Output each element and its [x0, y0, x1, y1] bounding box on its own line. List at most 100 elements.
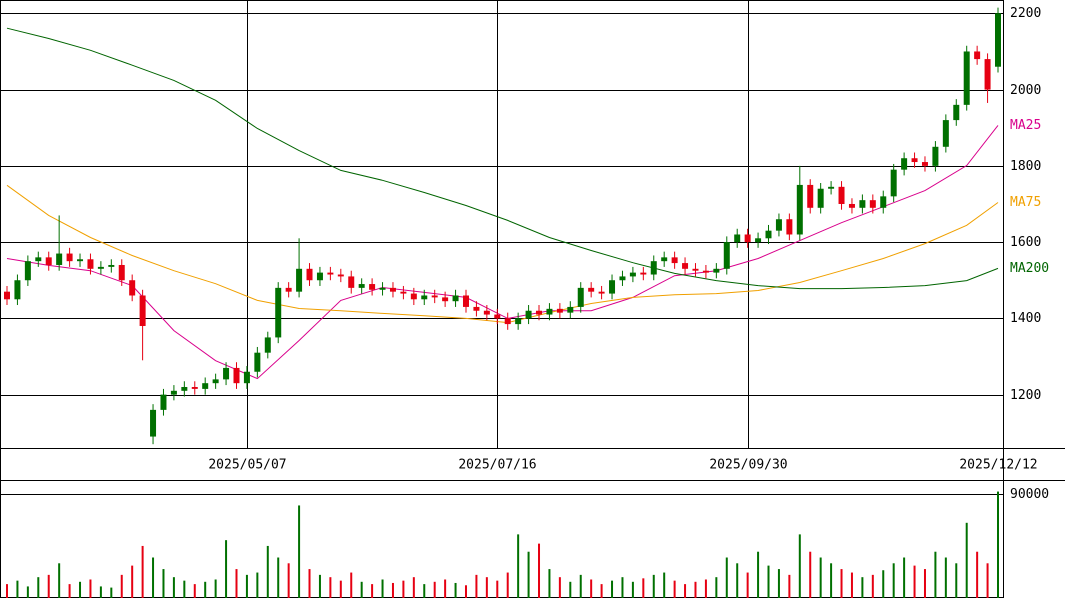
- volume-bar: [193, 584, 196, 598]
- candle-body: [848, 203, 855, 208]
- volume-bar: [997, 491, 999, 598]
- volume-bar: [183, 580, 186, 598]
- volume-bar: [882, 570, 885, 598]
- y-tick-label: 2000: [1010, 83, 1041, 98]
- ma-line: [6, 125, 999, 380]
- volume-bar: [903, 557, 906, 598]
- candle-body: [97, 266, 104, 269]
- candle-body: [66, 253, 73, 262]
- volume-bar: [235, 569, 238, 598]
- candle-body: [191, 386, 198, 389]
- candle-body: [316, 272, 323, 281]
- candle-body: [744, 234, 751, 243]
- volume-bar: [934, 551, 937, 598]
- volume-bar: [850, 572, 853, 598]
- candle-body: [348, 276, 355, 288]
- volume-bar: [110, 587, 113, 598]
- volume-bar: [840, 569, 843, 598]
- volume-bar: [464, 585, 467, 598]
- volume-bar: [976, 551, 979, 598]
- candle-body: [609, 280, 616, 294]
- volume-bar: [767, 565, 770, 598]
- candle-body: [932, 146, 939, 166]
- volume-bar: [266, 545, 269, 598]
- candle-body: [442, 297, 449, 302]
- volume-bar: [631, 581, 634, 598]
- candle-body: [525, 310, 532, 319]
- volume-bar: [485, 577, 488, 598]
- candle-body: [504, 318, 511, 325]
- candle-body: [264, 337, 271, 353]
- candle-body: [515, 318, 522, 325]
- y-tick-label: 1200: [1010, 388, 1041, 403]
- volume-bar: [433, 581, 436, 598]
- volume-bar: [944, 557, 947, 598]
- candle-body: [577, 287, 584, 307]
- volume-bar: [381, 579, 384, 598]
- volume-bar: [141, 545, 144, 598]
- candle-body: [379, 287, 386, 290]
- volume-bar: [277, 557, 280, 598]
- candle-body: [755, 238, 762, 243]
- candle-body: [556, 308, 563, 313]
- volume-bar: [600, 584, 603, 598]
- candle-body: [546, 308, 553, 315]
- volume-bar: [318, 574, 321, 598]
- volume-bar: [892, 563, 895, 598]
- candle-body: [243, 371, 250, 384]
- volume-bar: [715, 577, 718, 598]
- candle-body: [285, 287, 292, 292]
- volume-bar: [809, 551, 812, 598]
- candle-body: [723, 242, 730, 269]
- volume-bar: [329, 577, 332, 598]
- candle-body: [410, 293, 417, 300]
- volume-bar: [965, 522, 968, 598]
- candle-body: [640, 272, 647, 275]
- candle-body: [775, 219, 782, 231]
- volume-bar: [986, 563, 989, 598]
- volume-bar: [663, 572, 666, 598]
- volume-bar: [694, 581, 697, 598]
- candle-body: [87, 259, 94, 269]
- candle-body: [869, 200, 876, 208]
- volume-bar: [214, 579, 217, 598]
- volume-bar: [923, 569, 926, 598]
- candle-body: [796, 184, 803, 235]
- volume-bar: [47, 574, 50, 598]
- candle-body: [828, 186, 835, 189]
- candle-body: [963, 51, 970, 105]
- volume-bar: [391, 582, 394, 598]
- candle-body: [202, 383, 209, 389]
- volume-bar: [256, 572, 259, 598]
- volume-bar: [736, 563, 739, 598]
- candle-body: [619, 276, 626, 281]
- candle-body: [953, 104, 960, 121]
- volume-bar: [423, 584, 426, 598]
- candle-body: [4, 291, 10, 300]
- candle-body: [254, 352, 261, 372]
- x-tick-label: 2025/05/07: [208, 458, 286, 473]
- candle-body: [984, 59, 991, 90]
- candle-body: [170, 390, 177, 395]
- candle-body: [536, 310, 543, 315]
- candle-body: [890, 169, 897, 197]
- volume-bar: [152, 557, 155, 598]
- candle-body: [807, 184, 814, 208]
- candle-body: [974, 51, 981, 60]
- volume-bar: [412, 577, 415, 598]
- candle-body: [296, 268, 303, 292]
- volume-bar: [99, 586, 102, 598]
- candle-body: [118, 264, 125, 281]
- volume-bar: [287, 563, 290, 598]
- candle-body: [598, 291, 605, 294]
- volume-bar: [652, 574, 655, 598]
- volume-bar: [37, 577, 40, 598]
- candle-body: [682, 263, 689, 269]
- candle-body: [24, 261, 31, 281]
- candle-body: [306, 268, 313, 281]
- volume-bar: [245, 574, 248, 598]
- volume-bar: [496, 580, 499, 598]
- volume-bar: [204, 581, 207, 598]
- volume-bar: [579, 574, 582, 598]
